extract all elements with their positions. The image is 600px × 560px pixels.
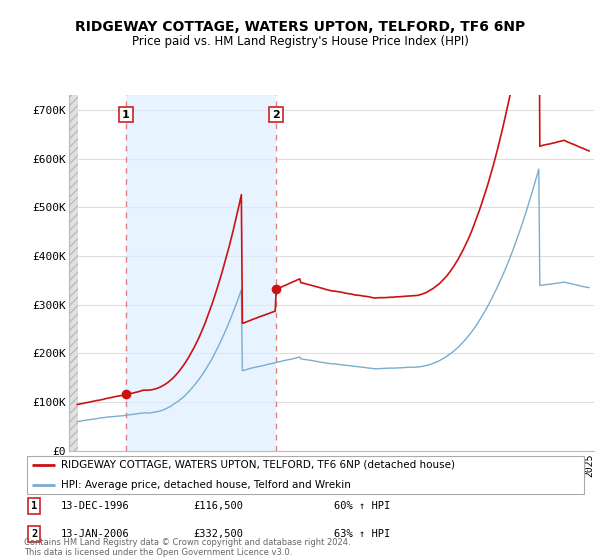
- FancyBboxPatch shape: [27, 456, 584, 493]
- Text: 2: 2: [272, 110, 280, 120]
- Text: RIDGEWAY COTTAGE, WATERS UPTON, TELFORD, TF6 6NP (detached house): RIDGEWAY COTTAGE, WATERS UPTON, TELFORD,…: [61, 460, 455, 470]
- Text: £332,500: £332,500: [193, 529, 243, 539]
- Text: Contains HM Land Registry data © Crown copyright and database right 2024.
This d: Contains HM Land Registry data © Crown c…: [24, 538, 350, 557]
- Text: 1: 1: [122, 110, 130, 120]
- Text: 60% ↑ HPI: 60% ↑ HPI: [334, 501, 391, 511]
- Text: £116,500: £116,500: [193, 501, 243, 511]
- Bar: [126, 95, 276, 451]
- Text: Price paid vs. HM Land Registry's House Price Index (HPI): Price paid vs. HM Land Registry's House …: [131, 35, 469, 48]
- Text: RIDGEWAY COTTAGE, WATERS UPTON, TELFORD, TF6 6NP: RIDGEWAY COTTAGE, WATERS UPTON, TELFORD,…: [75, 20, 525, 34]
- Text: 1: 1: [31, 501, 37, 511]
- Bar: [69, 95, 78, 451]
- Text: 2: 2: [31, 529, 37, 539]
- Text: 63% ↑ HPI: 63% ↑ HPI: [334, 529, 391, 539]
- Text: 13-DEC-1996: 13-DEC-1996: [61, 501, 130, 511]
- Text: 13-JAN-2006: 13-JAN-2006: [61, 529, 130, 539]
- Text: HPI: Average price, detached house, Telford and Wrekin: HPI: Average price, detached house, Telf…: [61, 480, 350, 490]
